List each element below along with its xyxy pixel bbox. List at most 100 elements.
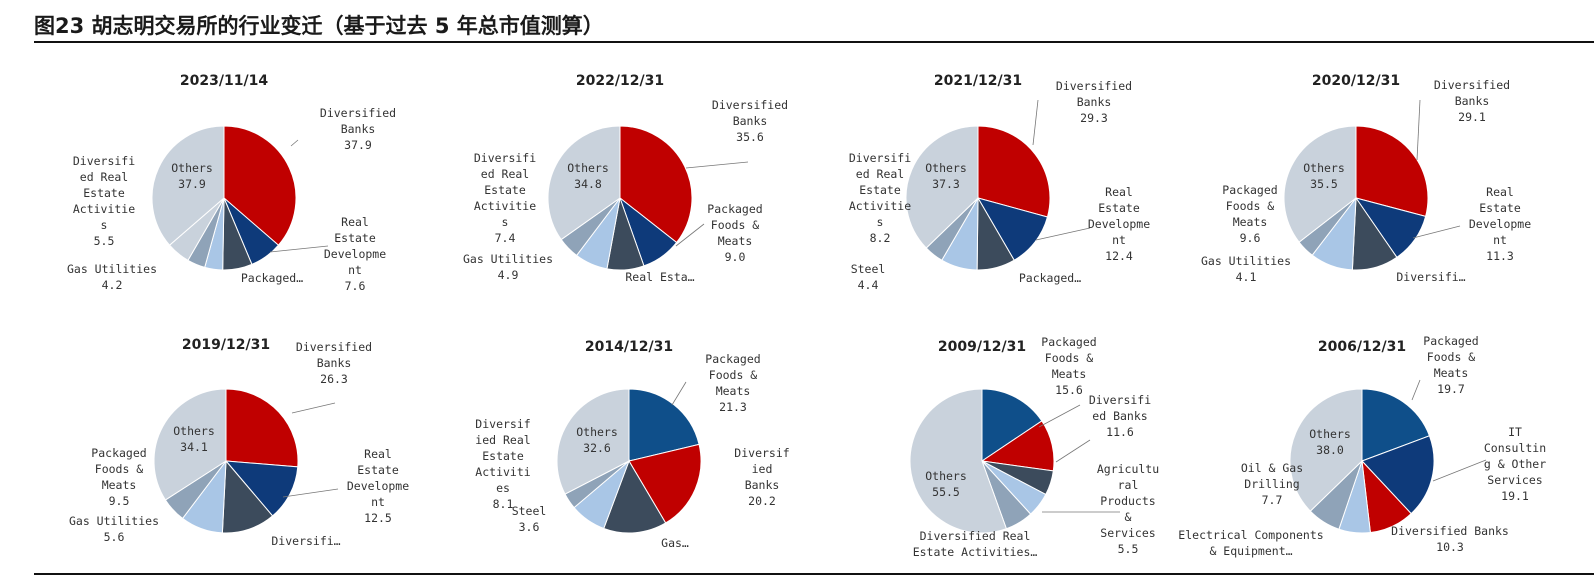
slice-label-packaged-foods-meats: Packaged Foods & Meats 21.3 bbox=[705, 352, 760, 414]
slice-label-diversified-banks: Diversified Banks 29.1 bbox=[1434, 78, 1510, 124]
pie-title: 2006/12/31 bbox=[1318, 339, 1406, 355]
slice-label-others: Others 38.0 bbox=[1309, 427, 1351, 457]
slice-label-diversified-real-estate-activities: Diversif ied Real Estate Activiti es 8.1 bbox=[475, 417, 530, 511]
slice-label-others: Others 35.5 bbox=[1303, 161, 1345, 191]
slice-label-diversified-real-estate-activities: Diversifi ed Real Estate Activitie s 7.4 bbox=[474, 151, 536, 245]
pie-slice-others bbox=[153, 388, 227, 501]
slice-label-diversified-banks: Diversifi ed Banks 11.6 bbox=[1089, 393, 1151, 439]
slice-label-diversified-banks: Diversified Banks 10.3 bbox=[1391, 524, 1509, 554]
leader-line bbox=[1411, 379, 1421, 401]
pie-slice-diversified-banks bbox=[225, 388, 299, 468]
leader-line bbox=[1038, 404, 1081, 428]
pie-slice-others bbox=[905, 125, 979, 249]
pie-slice-diversified-banks bbox=[223, 125, 297, 246]
slice-label-packaged-foods-meats: Packaged Foods & Meats 9.6 bbox=[1222, 183, 1277, 245]
top-rule bbox=[34, 41, 1594, 43]
slice-label-oil-gas-drilling: Oil & Gas Drilling 7.7 bbox=[1241, 461, 1303, 507]
pie-slice-others bbox=[151, 125, 225, 246]
slice-label-diversified-real-estate-activities: Diversifi… bbox=[1396, 270, 1465, 284]
pie-chart-2021-12-31: 2021/12/31 Diversified Banks 29.3 Real Estate… bbox=[849, 73, 1150, 292]
slice-label-steel: Steel 3.6 bbox=[512, 504, 547, 534]
slice-label-gas-utilities: Gas… bbox=[661, 536, 689, 550]
slice-label-real-estate-development: Real Esta… bbox=[625, 270, 694, 284]
leader-line bbox=[1412, 225, 1461, 239]
slice-label-others: Others 34.1 bbox=[173, 424, 215, 454]
pie-chart-2022-12-31: 2022/12/31 Diversified Banks 35.6 Packaged Fo… bbox=[463, 73, 788, 284]
slice-label-diversified-banks: Diversif ied Banks 20.2 bbox=[734, 446, 789, 508]
slice-label-others: Others 37.9 bbox=[171, 161, 213, 191]
pie-chart-2014-12-31: 2014/12/31 Packaged Foods & Meats 21.3 Divers… bbox=[475, 339, 789, 550]
pie-slice-others bbox=[547, 125, 621, 241]
slice-label-gas-utilities: Gas Utilities 4.1 bbox=[1201, 254, 1291, 284]
pie-title: 2020/12/31 bbox=[1312, 73, 1400, 89]
pie-title: 2023/11/14 bbox=[180, 73, 268, 89]
pie-slice-others bbox=[556, 388, 630, 495]
pie-slice-packaged-foods-meats bbox=[981, 388, 1043, 462]
leader-line bbox=[671, 381, 687, 406]
pie-chart-2009-12-31: 2009/12/31 Packaged Foods & Meats 15.6Divers… bbox=[909, 335, 1159, 559]
slice-label-packaged-foods-meats: Packaged Foods & Meats 15.6 bbox=[1041, 335, 1096, 397]
pie-chart-2019-12-31: 2019/12/31 Diversified Banks 26.3 Real Estate… bbox=[69, 337, 409, 548]
slice-label-diversified-banks: Diversified Banks 29.3 bbox=[1056, 79, 1132, 125]
pie-slice-others bbox=[909, 388, 1008, 534]
leader-line bbox=[1055, 439, 1091, 463]
slice-label-diversified-banks: Diversified Banks 37.9 bbox=[320, 106, 396, 152]
slice-label-diversified-banks: Diversified Banks 35.6 bbox=[712, 98, 788, 144]
slice-label-others: Others 34.8 bbox=[567, 161, 609, 191]
slice-label-others: Others 55.5 bbox=[925, 469, 967, 499]
leader-line bbox=[1432, 459, 1487, 482]
slice-label-diversified-real-estate-activities: Diversifi ed Real Estate Activitie s 5.5 bbox=[73, 154, 135, 248]
pie-slice-it-consulting-other-services bbox=[1361, 435, 1435, 515]
slice-label-real-estate-development: Real Estate Developme nt 7.6 bbox=[324, 215, 386, 293]
slice-label-electrical-components-equipment: Electrical Components & Equipment… bbox=[1178, 528, 1323, 558]
slice-label-packaged-foods-meats: Packaged Foods & Meats 19.7 bbox=[1423, 334, 1478, 396]
leader-line bbox=[290, 139, 299, 147]
slice-label-steel: Steel 4.4 bbox=[851, 262, 886, 292]
pie-title: 2022/12/31 bbox=[576, 73, 664, 89]
pie-title: 2009/12/31 bbox=[938, 339, 1026, 355]
pie-slice-diversified-banks bbox=[977, 125, 1051, 218]
figure-title: 图23 胡志明交易所的行业变迁（基于过去 5 年总市值测算） bbox=[34, 14, 604, 38]
pie-chart-2006-12-31: 2006/12/31 Packaged Foods & Meats 19.7IT Cons… bbox=[1178, 334, 1546, 558]
slice-label-others: Others 37.3 bbox=[925, 161, 967, 191]
pie-slice-diversified-banks bbox=[628, 443, 702, 524]
slice-label-real-estate-development: Real Estate Developme nt 12.4 bbox=[1088, 185, 1150, 263]
leader-line bbox=[291, 402, 336, 414]
slice-label-diversified-real-estate-activities: Diversifi ed Real Estate Activitie s 8.2 bbox=[849, 151, 911, 245]
pie-chart-2023-11-14: 2023/11/14 Diversified Banks 37.9 Real Estate… bbox=[67, 73, 396, 293]
pie-title: 2014/12/31 bbox=[585, 339, 673, 355]
pie-slice-packaged-foods-meats bbox=[628, 388, 700, 462]
slice-label-others: Others 32.6 bbox=[576, 425, 618, 455]
pie-slice-others bbox=[1289, 388, 1363, 512]
slice-label-real-estate-development: Real Estate Developme nt 11.3 bbox=[1469, 185, 1531, 263]
slice-label-diversified-real-estate-activities: Diversified Real Estate Activities… bbox=[913, 529, 1038, 559]
pie-slice-diversified-banks bbox=[619, 125, 693, 244]
pie-slice-gas-utilities bbox=[603, 459, 667, 534]
leader-line bbox=[1032, 99, 1039, 146]
pie-slice-others bbox=[1283, 125, 1357, 243]
bottom-rule bbox=[34, 573, 1594, 575]
slice-label-packaged-foods-meats: Packaged Foods & Meats 9.5 bbox=[91, 446, 146, 508]
leader-line bbox=[1416, 99, 1421, 161]
slice-label-gas-utilities: Gas Utilities 4.2 bbox=[67, 262, 157, 292]
slice-label-packaged-foods-meats: Packaged… bbox=[1019, 271, 1081, 285]
leader-line bbox=[1035, 227, 1091, 241]
slice-label-diversified-banks: Diversified Banks 26.3 bbox=[296, 340, 372, 386]
slice-label-packaged-foods-meats: Packaged Foods & Meats 9.0 bbox=[707, 202, 762, 264]
slice-label-agricultural-products-services: Agricultu ral Products & Services 5.5 bbox=[1097, 462, 1159, 556]
leader-line bbox=[269, 245, 329, 253]
slice-label-gas-utilities: Gas Utilities 4.9 bbox=[463, 252, 553, 282]
slice-label-real-estate-development: Real Estate Developme nt 12.5 bbox=[347, 447, 409, 525]
pie-chart-2020-12-31: 2020/12/31 Diversified Banks 29.1 Real Estate… bbox=[1201, 73, 1531, 284]
pie-slice-packaged-foods-meats bbox=[1361, 388, 1431, 462]
slice-label-packaged-foods-meats: Packaged… bbox=[241, 271, 303, 285]
pie-slice-diversified-banks bbox=[1355, 125, 1429, 217]
slice-label-it-consulting-other-services: IT Consultin g & Other Services 19.1 bbox=[1484, 425, 1546, 503]
leader-line bbox=[675, 223, 705, 247]
slice-label-gas-utilities: Gas Utilities 5.6 bbox=[69, 514, 159, 544]
leader-line bbox=[282, 488, 339, 498]
slice-label-diversified-real-estate-activities: Diversifi… bbox=[271, 534, 340, 548]
leader-line bbox=[685, 161, 749, 169]
pie-title: 2019/12/31 bbox=[182, 337, 270, 353]
